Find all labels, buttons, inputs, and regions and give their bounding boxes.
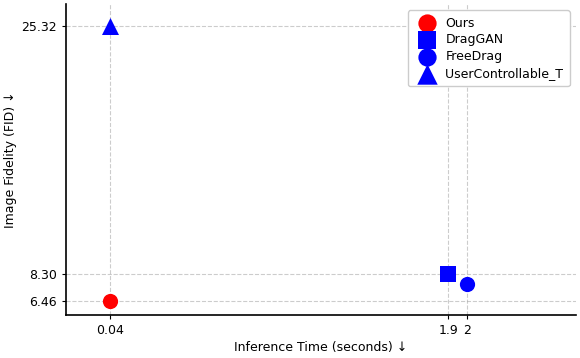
Point — [105, 298, 114, 304]
Y-axis label: Image Fidelity (FID) ↓: Image Fidelity (FID) ↓ — [4, 91, 17, 228]
Legend: Ours, DragGAN, FreeDrag, UserControllable​_T: Ours, DragGAN, FreeDrag, UserControllabl… — [408, 10, 570, 86]
Point — [105, 23, 114, 29]
X-axis label: Inference Time (seconds) ↓: Inference Time (seconds) ↓ — [234, 341, 408, 354]
Point — [462, 281, 471, 287]
Point — [444, 271, 453, 277]
